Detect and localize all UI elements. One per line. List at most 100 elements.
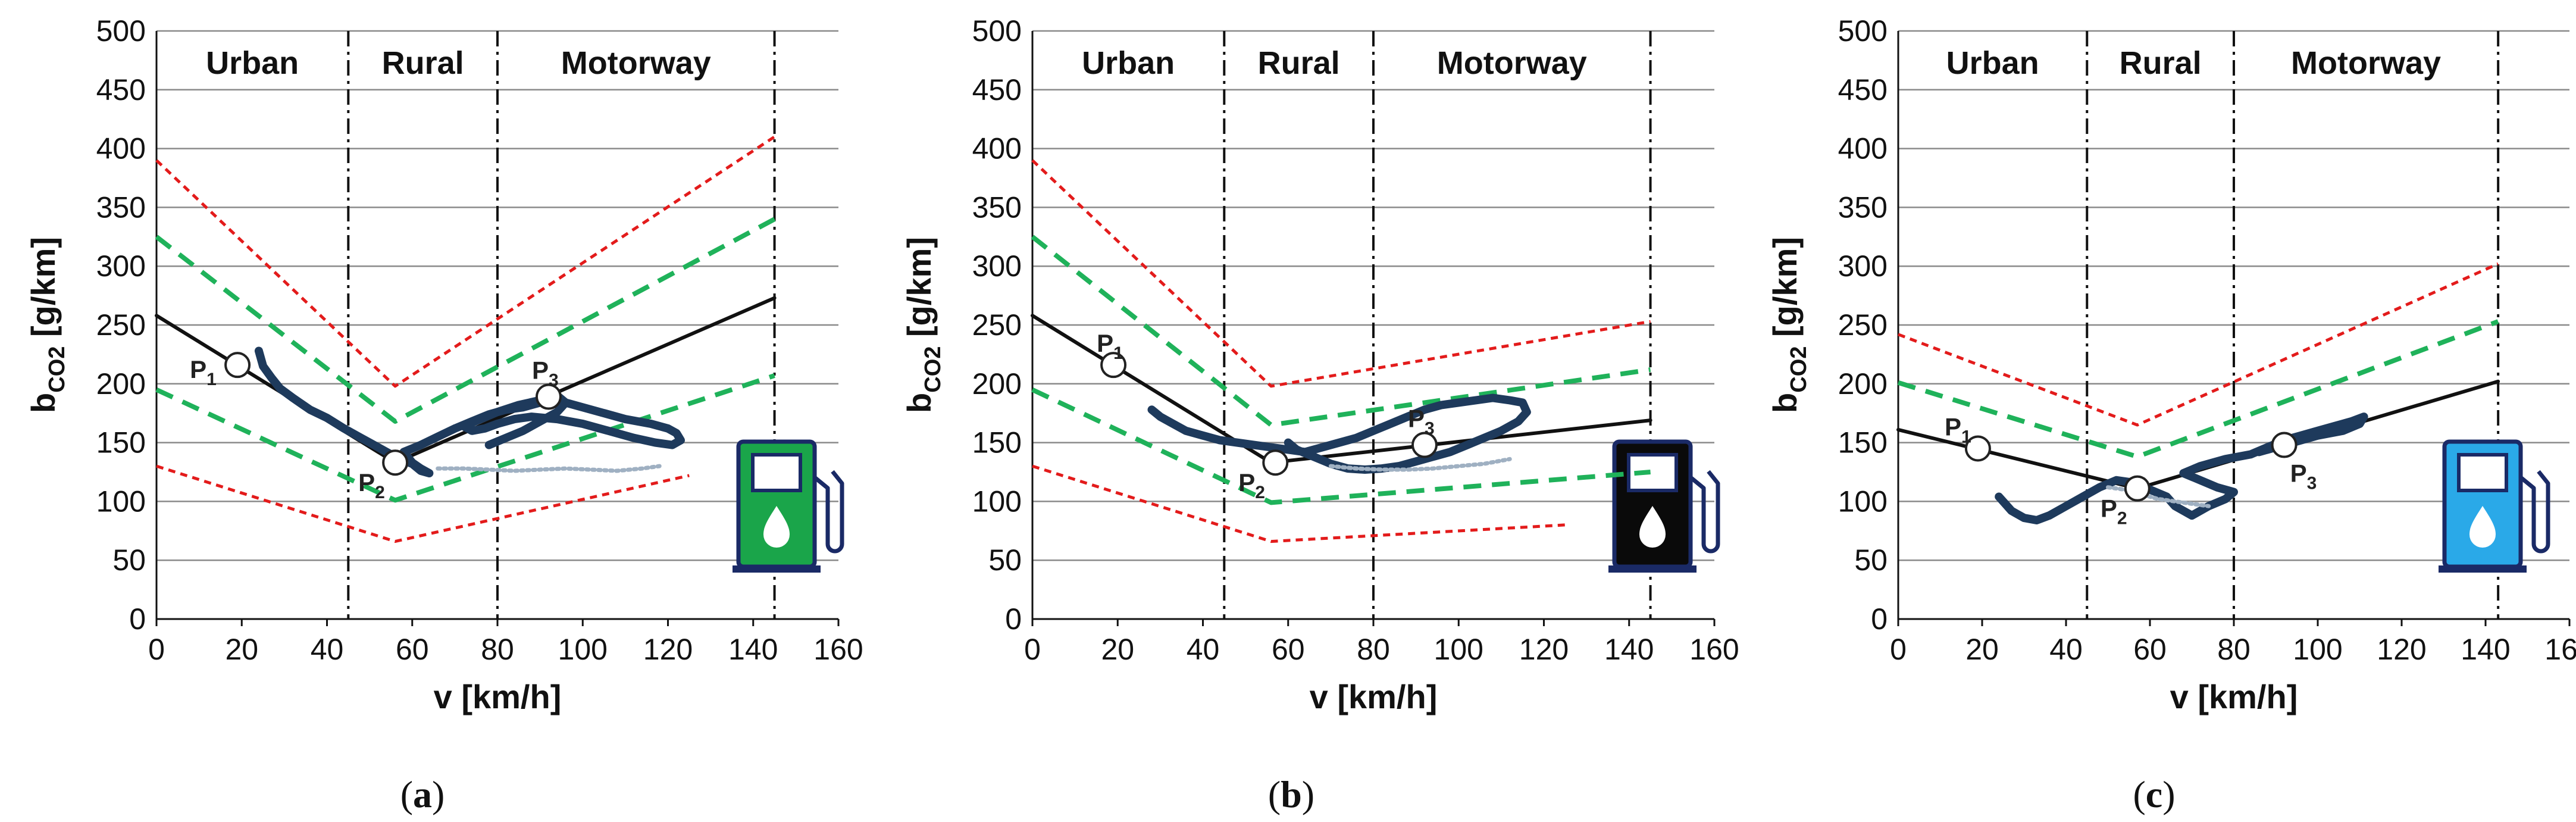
series-upper-limit <box>1898 262 2499 427</box>
series-measured <box>1995 412 2368 524</box>
y-tick-label: 300 <box>96 249 146 283</box>
y-tick-label: 250 <box>96 308 146 342</box>
y-tick-label: 500 <box>972 14 1022 48</box>
point-letter: P <box>1238 468 1255 496</box>
y-label-subscript: CO2 <box>921 346 946 393</box>
point-label: P1 <box>1945 412 1971 446</box>
caption-close: ) <box>1302 773 1314 815</box>
point-subscript: 3 <box>2307 474 2317 493</box>
y-tick-label: 400 <box>972 132 1022 165</box>
point-marker <box>382 449 409 476</box>
point-marker <box>1262 449 1289 476</box>
pump-display <box>751 453 802 492</box>
point-label: P2 <box>1238 468 1265 502</box>
caption-open: ( <box>2133 773 2145 815</box>
point-label: P1 <box>190 355 217 389</box>
zone-label-rural: Rural <box>2120 45 2202 81</box>
zone-label-urban: Urban <box>1946 45 2039 81</box>
point-letter: P <box>532 357 549 385</box>
series-lower-limit <box>156 464 690 543</box>
point-subscript: 1 <box>1113 343 1123 363</box>
point-letter: P <box>1097 329 1113 357</box>
fuel-pump-icon <box>1608 439 1720 573</box>
y-tick-label: 200 <box>96 367 146 401</box>
zone-label-motorway: Motorway <box>1437 45 1587 81</box>
zone-label-rural: Rural <box>1258 45 1340 81</box>
point-subscript: 2 <box>375 483 385 502</box>
y-tick-label: 0 <box>129 602 146 636</box>
y-tick-label: 400 <box>96 132 146 165</box>
panel-caption: (a) <box>400 773 445 815</box>
x-tick-label: 80 <box>481 633 514 666</box>
x-tick-label: 140 <box>1604 633 1654 666</box>
y-tick-label: 150 <box>96 426 146 460</box>
x-tick-label: 0 <box>1024 633 1041 666</box>
point-letter: P <box>190 355 206 383</box>
x-tick-label: 20 <box>225 633 258 666</box>
series-upper-tolerance <box>1031 235 1651 427</box>
x-tick-label: 100 <box>1434 633 1483 666</box>
pump-hose <box>813 470 844 554</box>
series-lower-limit <box>1032 464 1566 543</box>
point-label: P2 <box>2101 495 2127 529</box>
panel-caption: (c) <box>2133 773 2175 815</box>
point-marker <box>2124 475 2151 502</box>
zone-label-motorway: Motorway <box>561 45 711 81</box>
x-tick-label: 160 <box>813 633 863 666</box>
x-tick-label: 100 <box>2293 633 2342 666</box>
point-label: P3 <box>2290 460 2317 493</box>
series-lower-tolerance <box>155 373 775 503</box>
y-tick-label: 500 <box>1838 14 1888 48</box>
y-tick-label: 150 <box>1838 426 1888 460</box>
point-marker <box>535 383 562 410</box>
point-subscript: 1 <box>1961 427 1971 446</box>
series-measured <box>254 346 685 477</box>
chart-panel-c: 0 50 100 150 200 250 300 350 400 450 500 0 20 40 60 80 1… <box>1766 14 2576 815</box>
x-tick-label: 0 <box>148 633 165 666</box>
x-tick-label: 120 <box>643 633 693 666</box>
pump-base <box>1608 565 1697 573</box>
point-label: P1 <box>1097 329 1123 363</box>
series-upper-limit <box>1031 159 1651 388</box>
x-tick-label: 40 <box>1187 633 1220 666</box>
y-tick-label: 450 <box>972 73 1022 107</box>
pump-display <box>2457 453 2508 492</box>
series-measured <box>1147 393 1531 474</box>
caption-open: ( <box>400 773 413 815</box>
y-tick-label: 350 <box>972 190 1022 224</box>
x-tick-label: 80 <box>1357 633 1390 666</box>
zone-label-urban: Urban <box>1082 45 1175 81</box>
point-letter: P <box>358 468 375 496</box>
panel-caption: (b) <box>1268 773 1314 815</box>
y-tick-label: 100 <box>972 485 1022 518</box>
fuel-pump-icon <box>733 439 844 573</box>
y-tick-label: 0 <box>1871 602 1888 636</box>
x-axis-label: v [km/h] <box>434 678 562 715</box>
series-measured-light <box>436 464 662 473</box>
x-axis-label: v [km/h] <box>1310 678 1438 715</box>
y-tick-label: 100 <box>1838 485 1888 518</box>
x-tick-label: 80 <box>2217 633 2251 666</box>
pump-hose <box>2519 470 2550 554</box>
caption-close: ) <box>2162 773 2175 815</box>
x-tick-label: 20 <box>1101 633 1134 666</box>
caption-letter: b <box>1281 773 1302 815</box>
x-tick-label: 60 <box>396 633 429 666</box>
caption-letter: a <box>413 773 432 815</box>
y-tick-label: 50 <box>1854 543 1888 577</box>
x-axis-label: v [km/h] <box>2170 678 2298 715</box>
y-label-main: b <box>900 393 938 413</box>
fuel-drop-icon <box>2469 506 2496 548</box>
y-label-unit: [g/km] <box>900 237 938 346</box>
point-label: P2 <box>358 468 385 502</box>
point-letter: P <box>1408 405 1425 433</box>
y-tick-label: 100 <box>96 485 146 518</box>
y-tick-label: 400 <box>1838 132 1888 165</box>
zone-label-rural: Rural <box>382 45 464 81</box>
point-subscript: 2 <box>2117 509 2127 529</box>
point-marker <box>1411 432 1438 458</box>
y-tick-label: 300 <box>1838 249 1888 283</box>
point-subscript: 1 <box>206 370 217 389</box>
series-measured-light <box>1328 457 1512 472</box>
y-axis-label: bCO2 [g/km] <box>900 237 946 413</box>
